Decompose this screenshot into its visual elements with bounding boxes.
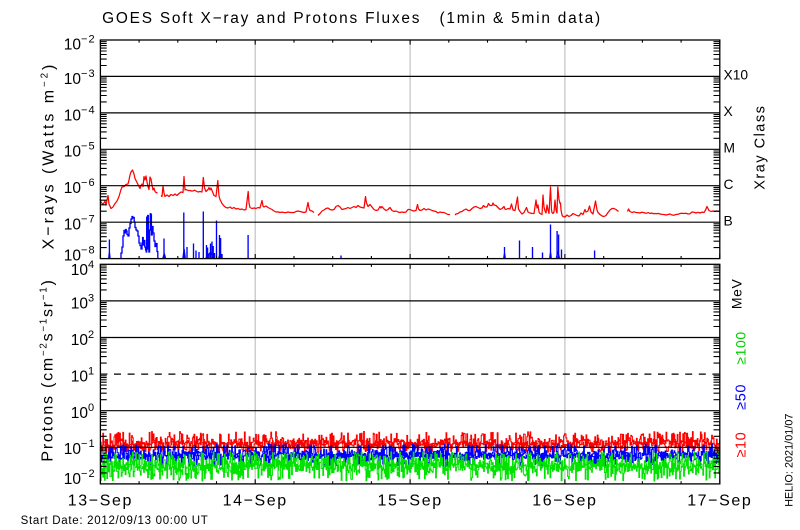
svg-text:M: M: [724, 141, 736, 156]
svg-text:Xray Class: Xray Class: [753, 105, 769, 190]
svg-text:17−Sep: 17−Sep: [687, 492, 752, 509]
svg-text:Start Date: 2012/09/13 00:00 U: Start Date: 2012/09/13 00:00 UT: [21, 515, 209, 527]
svg-text:Protons (cm−2s−1sr−1): Protons (cm−2s−1sr−1): [38, 278, 56, 461]
svg-text:C: C: [724, 177, 734, 192]
svg-text:B: B: [724, 214, 733, 229]
svg-text:16−Sep: 16−Sep: [532, 492, 597, 509]
svg-text:≥50: ≥50: [734, 384, 750, 410]
svg-text:15−Sep: 15−Sep: [377, 492, 442, 509]
svg-text:X−rays (Watts m−2): X−rays (Watts m−2): [39, 62, 57, 250]
svg-text:≥100: ≥100: [733, 331, 749, 364]
svg-text:≥10: ≥10: [734, 432, 750, 458]
svg-text:HELIO: 2021/01/07: HELIO: 2021/01/07: [784, 414, 796, 507]
svg-text:14−Sep: 14−Sep: [223, 492, 288, 509]
svg-text:13−Sep: 13−Sep: [68, 492, 133, 509]
svg-text:X10: X10: [724, 68, 749, 83]
svg-text:X: X: [724, 104, 733, 119]
svg-text:MeV: MeV: [729, 278, 745, 309]
svg-text:GOES Soft X−ray and Protons Fl: GOES Soft X−ray and Protons Fluxes (1min…: [102, 10, 602, 27]
